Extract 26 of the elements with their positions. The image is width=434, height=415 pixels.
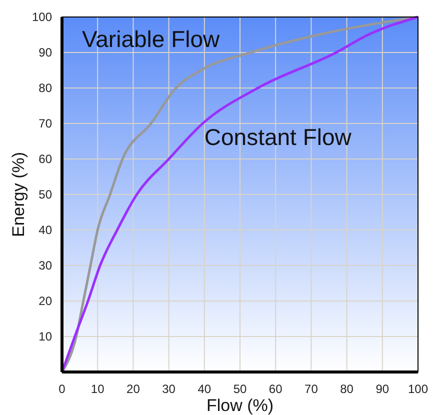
x-tick-label: 40 — [198, 382, 212, 396]
y-tick-label: 70 — [38, 116, 52, 130]
y-axis-title: Energy (%) — [9, 152, 28, 238]
x-tick-label: 80 — [340, 382, 354, 396]
series-label: Variable Flow — [82, 26, 220, 52]
line-series — [60, 16, 420, 374]
x-tick-label: 0 — [58, 382, 66, 396]
x-tick-label: 70 — [304, 382, 318, 396]
x-tick-label: 30 — [162, 382, 176, 396]
y-tick-label: 10 — [38, 330, 52, 344]
x-tick-label: 60 — [268, 382, 283, 396]
x-axis-title: Flow (%) — [206, 396, 274, 415]
y-tick-label: 100 — [32, 10, 52, 24]
x-tick-label: 100 — [408, 382, 428, 396]
y-tick-label: 80 — [38, 81, 52, 95]
y-tick-label: 50 — [38, 188, 52, 202]
x-tick-label: 10 — [90, 382, 105, 396]
x-tick-label: 90 — [376, 382, 390, 396]
y-tick-label: 40 — [38, 223, 52, 237]
x-tick-label: 50 — [233, 382, 247, 396]
y-tick-label: 90 — [38, 46, 52, 60]
y-tick-label: 60 — [38, 152, 52, 166]
x-tick-label: 20 — [126, 382, 140, 396]
y-tick-label: 30 — [38, 258, 52, 272]
y-tick-label: 20 — [38, 294, 52, 308]
series-label: Constant Flow — [204, 124, 352, 150]
